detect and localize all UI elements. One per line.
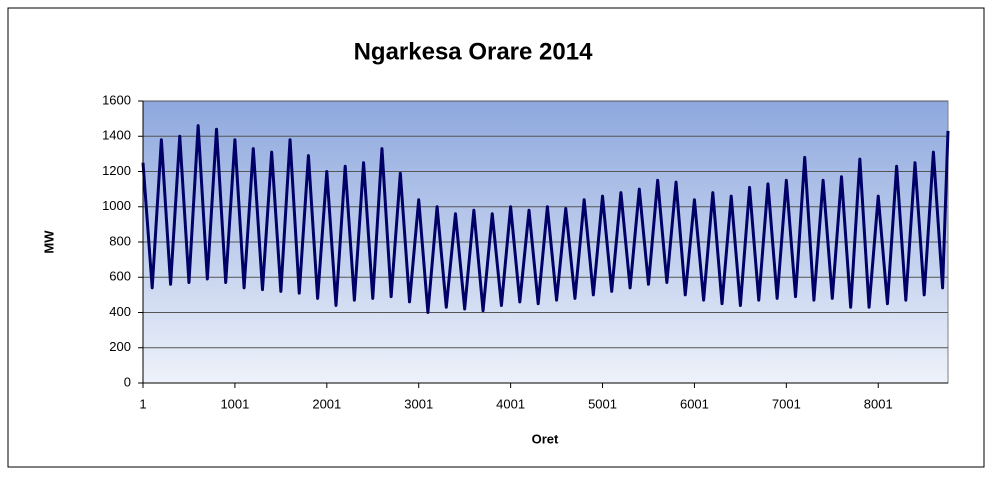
y-tick-label: 0 <box>124 374 131 389</box>
y-tick-label: 200 <box>109 339 131 354</box>
x-axis-label: Oret <box>532 431 559 446</box>
chart-title: Ngarkesa Orare 2014 <box>354 38 593 65</box>
y-tick-label: 400 <box>109 304 131 319</box>
y-tick-label: 1200 <box>102 163 131 178</box>
y-tick-label: 600 <box>109 269 131 284</box>
x-tick-label: 7001 <box>772 396 801 411</box>
x-tick-label: 4001 <box>496 396 525 411</box>
y-tick-label: 800 <box>109 233 131 248</box>
y-axis-label: MW <box>41 230 56 254</box>
x-tick-label: 1 <box>139 396 146 411</box>
x-tick-label: 2001 <box>312 396 341 411</box>
x-tick-label: 8001 <box>864 396 893 411</box>
y-tick-label: 1400 <box>102 128 131 143</box>
x-tick-label: 1001 <box>220 396 249 411</box>
x-tick-label: 5001 <box>588 396 617 411</box>
data-line <box>141 124 950 314</box>
x-tick-label: 3001 <box>404 396 433 411</box>
x-tick-label: 6001 <box>680 396 709 411</box>
y-tick-label: 1000 <box>102 198 131 213</box>
y-tick-label: 1600 <box>102 92 131 107</box>
